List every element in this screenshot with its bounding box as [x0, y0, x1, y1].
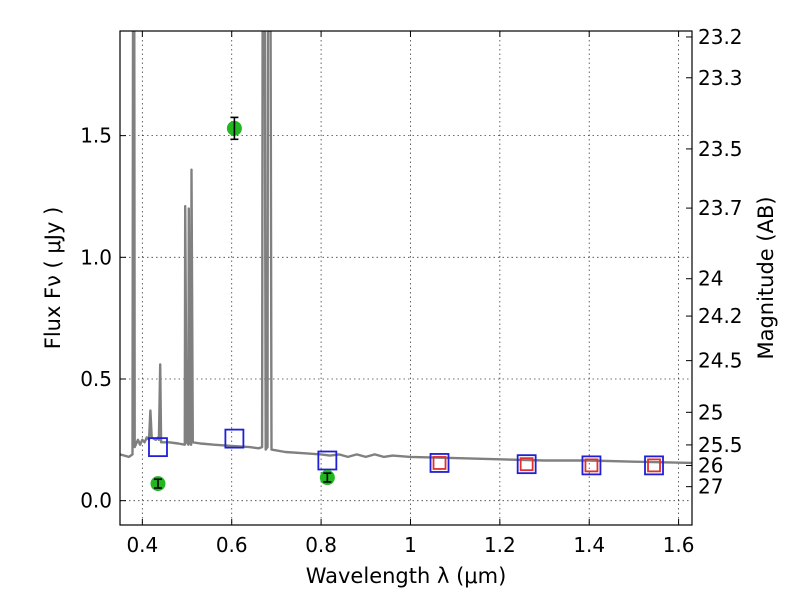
model-photometry-square: [148, 437, 168, 458]
y-tick-label: 1.0: [80, 245, 112, 269]
grid-lines: [120, 31, 692, 525]
magnitude-tick-label: 23.7: [698, 196, 743, 220]
x-tick-label: 1.2: [484, 533, 516, 557]
magnitude-tick-label: 27: [698, 475, 723, 499]
model-photometry-square-red: [584, 458, 599, 473]
model-photometry-square: [516, 454, 537, 475]
model-photometry-square: [317, 450, 338, 471]
y-tick-label: 0.5: [80, 367, 112, 391]
magnitude-tick-label: 24.5: [698, 349, 743, 373]
y-axis-label: Flux Fν ( μJy ): [41, 207, 65, 350]
x-tick-label: 0.8: [305, 533, 337, 557]
axis-ticks: 0.4 0.6 0.8 1 1.2 1.4 1.6 0.0 0.5 1.0 1.5 23.2 23.3 2…: [80, 25, 742, 557]
magnitude-tick-label: 24.2: [698, 304, 743, 328]
x-tick-label: 0.6: [216, 533, 248, 557]
magnitude-tick-label: 25: [698, 400, 723, 424]
y-tick-label: 0.0: [80, 489, 112, 513]
model-photometry-square-red: [519, 457, 534, 472]
x-axis-label: Wavelength λ (μm): [306, 564, 507, 588]
magnitude-tick-label: 26: [698, 453, 723, 477]
magnitude-tick-label: 23.5: [698, 137, 743, 161]
magnitude-tick-label: 23.3: [698, 66, 743, 90]
model-photometry-square: [429, 453, 450, 473]
model-photometry-square: [224, 428, 245, 449]
model-photometry-square: [644, 455, 664, 476]
y-tick-label: 1.5: [80, 124, 112, 148]
magnitude-tick-label: 24: [698, 267, 723, 291]
spectrum-layer: [120, 31, 692, 465]
magnitude-tick-label: 25.5: [698, 433, 743, 457]
plot-frame: [119, 30, 693, 526]
model-photometry-square: [581, 455, 602, 476]
x-tick-label: 1.6: [663, 533, 695, 557]
model-photometry-square-red: [647, 458, 661, 473]
magnitude-axis-label: Magnitude (AB): [754, 196, 778, 359]
x-tick-label: 0.4: [126, 533, 158, 557]
model-photometry-square-red: [432, 456, 447, 470]
x-tick-label: 1: [404, 533, 417, 557]
spectrum-line: [120, 31, 692, 465]
x-tick-label: 1.4: [573, 533, 605, 557]
photometry-layer: [148, 116, 664, 492]
magnitude-tick-label: 23.2: [698, 25, 743, 49]
